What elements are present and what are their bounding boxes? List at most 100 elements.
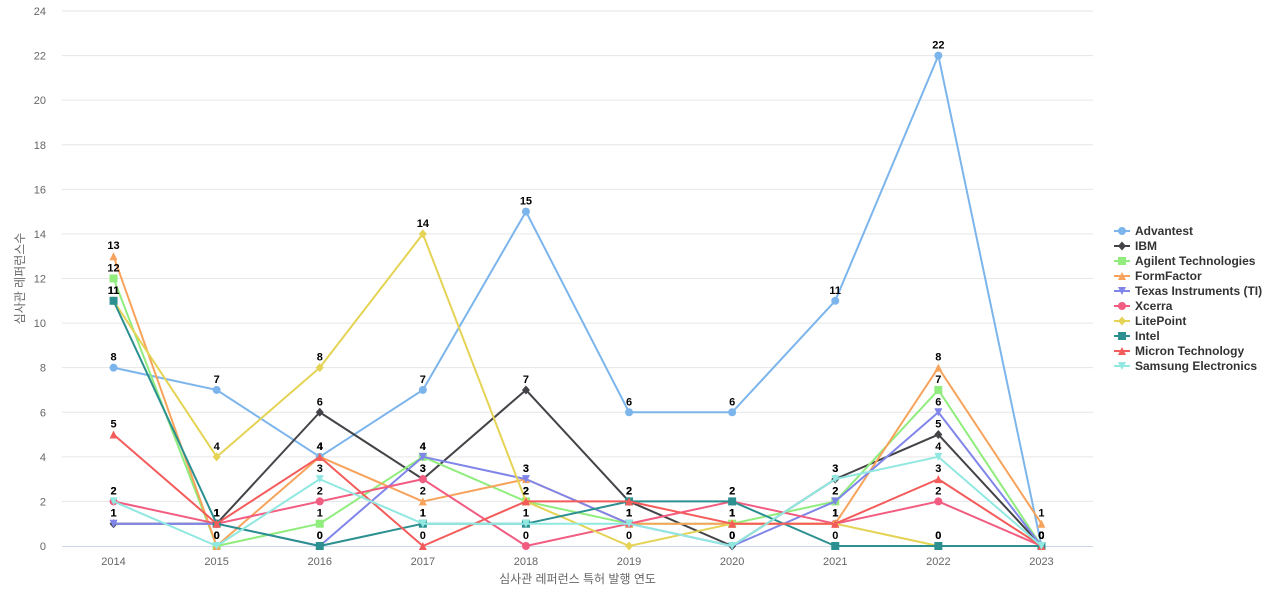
y-tick-label: 12 xyxy=(34,274,46,286)
series-line xyxy=(112,300,1042,547)
legend-item[interactable]: Advantest xyxy=(1114,224,1193,238)
data-point[interactable] xyxy=(831,296,840,305)
data-point[interactable] xyxy=(934,452,943,461)
x-tick-label: 2015 xyxy=(204,556,228,568)
data-label: 0 xyxy=(1038,530,1044,542)
data-point[interactable] xyxy=(521,497,530,506)
data-point[interactable] xyxy=(934,408,943,417)
series-micron-technology xyxy=(109,430,1046,550)
data-point[interactable] xyxy=(521,475,530,484)
data-point[interactable] xyxy=(212,385,221,394)
data-label: 1 xyxy=(832,508,838,520)
legend-item[interactable]: FormFactor xyxy=(1114,269,1202,283)
data-point[interactable] xyxy=(934,51,943,60)
data-point[interactable] xyxy=(315,452,324,461)
y-tick-label: 0 xyxy=(40,541,46,553)
data-point[interactable] xyxy=(728,519,737,528)
data-label: 7 xyxy=(523,374,529,386)
data-point[interactable] xyxy=(831,519,840,528)
legend-marker[interactable] xyxy=(1118,287,1126,295)
data-point[interactable] xyxy=(418,497,427,506)
data-point[interactable] xyxy=(418,475,427,484)
data-point[interactable] xyxy=(315,519,324,528)
data-point[interactable] xyxy=(831,497,840,506)
data-point[interactable] xyxy=(625,497,634,506)
legend-marker[interactable] xyxy=(1118,362,1126,370)
data-point[interactable] xyxy=(109,430,118,439)
data-point[interactable] xyxy=(934,385,943,394)
data-label: 15 xyxy=(520,196,532,208)
legend-item[interactable]: Agilent Technologies xyxy=(1114,254,1256,268)
data-point[interactable] xyxy=(315,497,324,506)
data-label: 2 xyxy=(626,485,632,497)
series-line xyxy=(113,455,1043,547)
legend-label: Micron Technology xyxy=(1135,344,1244,358)
data-label: 3 xyxy=(935,463,941,475)
data-label: 2 xyxy=(626,485,632,497)
data-point[interactable] xyxy=(109,497,118,506)
data-point[interactable] xyxy=(625,541,634,551)
data-point[interactable] xyxy=(934,497,943,506)
data-point[interactable] xyxy=(418,452,427,461)
legend-marker[interactable] xyxy=(1118,227,1126,235)
data-point[interactable] xyxy=(521,542,530,550)
legend-marker[interactable] xyxy=(1118,332,1126,340)
legend-item[interactable]: LitePoint xyxy=(1114,314,1186,328)
legend-item[interactable]: Texas Instruments (TI) xyxy=(1114,284,1262,298)
data-point[interactable] xyxy=(521,207,530,216)
legend-marker[interactable] xyxy=(1118,316,1126,326)
data-label: 8 xyxy=(110,352,116,364)
data-point[interactable] xyxy=(1037,542,1046,550)
series-samsung-electronics xyxy=(109,452,1046,550)
data-point[interactable] xyxy=(728,408,737,417)
data-point[interactable] xyxy=(315,542,324,550)
data-point[interactable] xyxy=(109,363,118,372)
data-point[interactable] xyxy=(418,519,427,528)
legend-item[interactable]: Micron Technology xyxy=(1114,344,1244,358)
data-point[interactable] xyxy=(212,542,221,550)
data-label: 0 xyxy=(935,530,941,542)
data-point[interactable] xyxy=(934,430,943,440)
legend-marker[interactable] xyxy=(1118,302,1126,310)
data-point[interactable] xyxy=(315,407,324,417)
y-tick-label: 20 xyxy=(34,95,46,107)
data-point[interactable] xyxy=(831,475,840,484)
legend-label: Intel xyxy=(1135,329,1160,343)
legend-item[interactable]: Intel xyxy=(1114,329,1160,343)
data-point[interactable] xyxy=(934,475,943,484)
legend-marker[interactable] xyxy=(1118,347,1126,355)
data-point[interactable] xyxy=(418,229,427,239)
data-point[interactable] xyxy=(109,296,118,305)
data-label: 1 xyxy=(729,508,735,520)
data-point[interactable] xyxy=(728,542,737,550)
data-point[interactable] xyxy=(109,274,118,283)
data-point[interactable] xyxy=(934,542,943,550)
legend-marker[interactable] xyxy=(1118,272,1126,280)
x-tick-label: 2019 xyxy=(617,556,641,568)
x-axis-title: 심사관 레퍼런스 특허 발행 연도 xyxy=(499,571,656,586)
data-point[interactable] xyxy=(625,408,634,417)
data-point[interactable] xyxy=(212,519,221,528)
data-point[interactable] xyxy=(625,519,634,528)
data-point[interactable] xyxy=(315,475,324,484)
data-point[interactable] xyxy=(418,385,427,394)
data-label: 0 xyxy=(214,530,220,542)
data-point[interactable] xyxy=(109,519,118,528)
legend-marker[interactable] xyxy=(1118,241,1126,251)
data-point[interactable] xyxy=(521,519,530,528)
data-point[interactable] xyxy=(315,363,324,373)
legend-marker[interactable] xyxy=(1118,257,1126,265)
series-line xyxy=(113,54,1043,547)
data-point[interactable] xyxy=(212,452,221,462)
legend-item[interactable]: Xcerra xyxy=(1114,299,1173,313)
data-point[interactable] xyxy=(521,385,530,395)
data-point[interactable] xyxy=(418,542,427,550)
data-point[interactable] xyxy=(728,497,737,506)
data-point[interactable] xyxy=(831,542,840,550)
legend-item[interactable]: Samsung Electronics xyxy=(1114,359,1257,373)
y-tick-label: 10 xyxy=(34,318,46,330)
data-point[interactable] xyxy=(934,363,943,372)
data-point[interactable] xyxy=(109,252,118,261)
legend-item[interactable]: IBM xyxy=(1114,239,1157,253)
data-point[interactable] xyxy=(1037,519,1046,528)
